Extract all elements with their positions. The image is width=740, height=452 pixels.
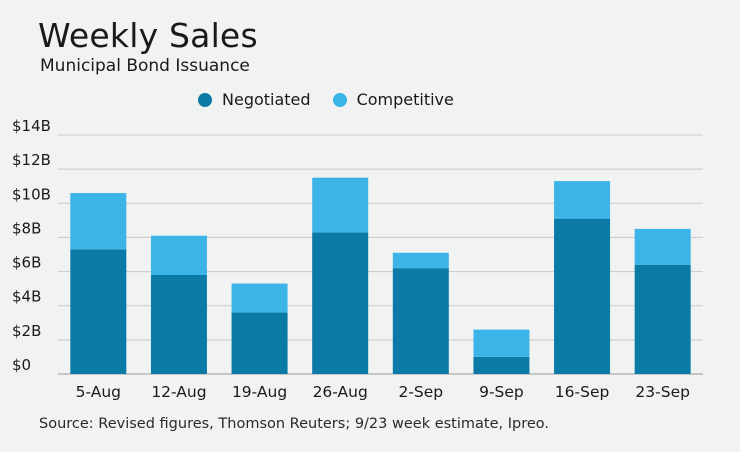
y-tick-label: $2B [12,322,41,340]
legend-item-competitive: Competitive [332,90,454,109]
bar-competitive-12-aug [150,235,207,275]
y-tick-label: $6B [12,254,41,272]
source-note: Source: Revised figures, Thomson Reuters… [39,416,549,432]
bar-competitive-2-sep [392,252,449,269]
x-tick-label: 12-Aug [151,383,206,401]
legend-label-competitive: Competitive [356,90,454,109]
bar-negotiated-23-sep [634,264,691,374]
bar-negotiated-9-sep [473,356,530,374]
y-tick-label: $0 [12,356,31,374]
y-tick-label: $12B [12,151,51,169]
legend-item-negotiated: Negotiated [198,90,311,109]
x-tick-label: 19-Aug [232,383,287,401]
bar-competitive-19-aug [231,283,288,313]
bar-negotiated-5-aug [70,249,127,374]
x-tick-label: 5-Aug [76,383,121,401]
bar-competitive-5-aug [70,193,127,250]
bar-competitive-23-sep [634,228,691,265]
bar-competitive-26-aug [312,177,369,233]
chart-subtitle: Municipal Bond Issuance [40,56,250,76]
x-tick-label: 26-Aug [313,383,368,401]
y-tick-label: $14B [12,117,51,135]
y-tick-label: $4B [12,288,41,306]
legend-label-negotiated: Negotiated [222,90,311,109]
bar-negotiated-2-sep [392,268,449,374]
bar-negotiated-26-aug [312,232,369,374]
legend-swatch-negotiated [198,92,212,107]
bar-negotiated-19-aug [231,312,288,374]
x-tick-label: 23-Sep [635,383,690,401]
bar-competitive-16-sep [554,181,611,219]
y-tick-label: $10B [12,185,51,203]
x-tick-label: 9-Sep [479,383,524,401]
bar-competitive-9-sep [473,329,530,357]
chart-title: Weekly Sales [38,16,258,55]
bar-negotiated-12-aug [150,274,207,374]
x-tick-label: 2-Sep [398,383,443,401]
legend-swatch-competitive [332,92,347,107]
y-tick-label: $8B [12,219,41,237]
x-tick-label: 16-Sep [555,383,610,401]
bar-negotiated-16-sep [554,218,611,374]
legend: Negotiated Competitive [198,90,476,109]
